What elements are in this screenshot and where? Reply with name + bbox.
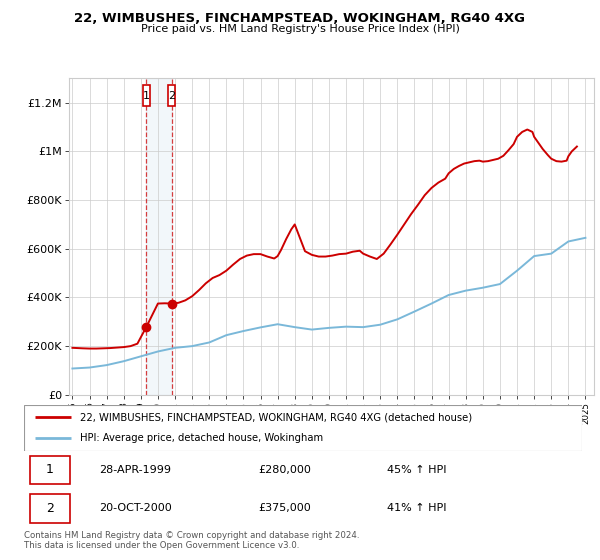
Text: £280,000: £280,000: [259, 465, 311, 475]
Text: 45% ↑ HPI: 45% ↑ HPI: [387, 465, 446, 475]
Text: 28-APR-1999: 28-APR-1999: [100, 465, 172, 475]
FancyBboxPatch shape: [29, 456, 70, 484]
Text: 1: 1: [46, 464, 53, 477]
Text: Price paid vs. HM Land Registry's House Price Index (HPI): Price paid vs. HM Land Registry's House …: [140, 24, 460, 34]
Text: 2: 2: [168, 91, 175, 101]
FancyBboxPatch shape: [29, 494, 70, 522]
Text: 22, WIMBUSHES, FINCHAMPSTEAD, WOKINGHAM, RG40 4XG (detached house): 22, WIMBUSHES, FINCHAMPSTEAD, WOKINGHAM,…: [80, 412, 472, 422]
Text: 41% ↑ HPI: 41% ↑ HPI: [387, 503, 446, 514]
Text: 2: 2: [46, 502, 53, 515]
FancyBboxPatch shape: [24, 405, 582, 451]
Text: HPI: Average price, detached house, Wokingham: HPI: Average price, detached house, Woki…: [80, 433, 323, 444]
Text: 20-OCT-2000: 20-OCT-2000: [100, 503, 172, 514]
FancyBboxPatch shape: [168, 85, 175, 106]
Text: 22, WIMBUSHES, FINCHAMPSTEAD, WOKINGHAM, RG40 4XG: 22, WIMBUSHES, FINCHAMPSTEAD, WOKINGHAM,…: [74, 12, 526, 25]
FancyBboxPatch shape: [143, 85, 150, 106]
Text: 1: 1: [143, 91, 150, 101]
Text: £375,000: £375,000: [259, 503, 311, 514]
Text: Contains HM Land Registry data © Crown copyright and database right 2024.
This d: Contains HM Land Registry data © Crown c…: [24, 531, 359, 550]
Bar: [146, 78, 172, 395]
